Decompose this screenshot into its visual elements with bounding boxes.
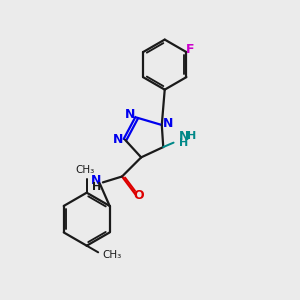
Text: N: N bbox=[91, 174, 102, 187]
Text: N: N bbox=[125, 108, 136, 121]
Text: N: N bbox=[179, 130, 189, 143]
Text: O: O bbox=[134, 189, 144, 202]
Text: F: F bbox=[186, 43, 194, 56]
Text: N: N bbox=[163, 117, 173, 130]
Text: N: N bbox=[112, 133, 123, 146]
Text: CH₃: CH₃ bbox=[76, 165, 95, 175]
Text: CH₃: CH₃ bbox=[103, 250, 122, 260]
Text: H: H bbox=[92, 182, 101, 192]
Text: H: H bbox=[188, 131, 197, 141]
Text: H: H bbox=[179, 138, 188, 148]
